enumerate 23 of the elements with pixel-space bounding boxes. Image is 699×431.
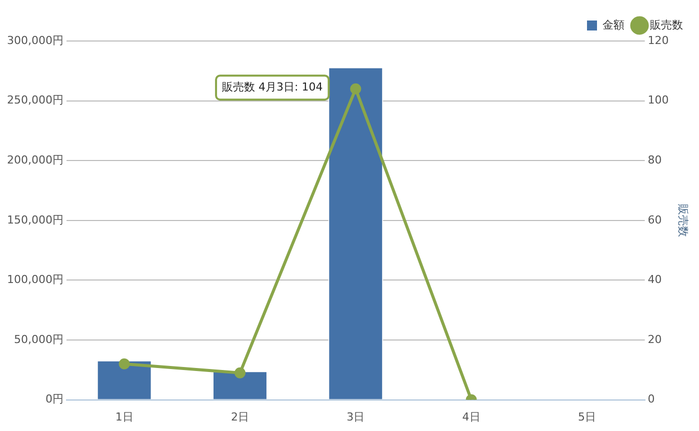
y2-tick-label: 20: [648, 332, 662, 346]
y2-tick-label: 80: [648, 153, 662, 166]
y2-tick-label: 120: [648, 34, 669, 47]
y-tick-label: 300,000円: [6, 34, 64, 47]
y2-tick-label: 40: [648, 273, 662, 286]
y2-tick-label: 0: [648, 392, 655, 406]
x-tick-label: 3日: [346, 410, 365, 424]
x-tick-label: 4日: [462, 410, 480, 424]
y-tick-label: 0円: [45, 392, 64, 406]
legend-label: 販売数: [650, 18, 683, 32]
y-tick-label: 100,000円: [6, 273, 64, 286]
y-tick-label: 50,000円: [14, 332, 64, 346]
y2-tick-label: 60: [648, 213, 662, 226]
legend-label: 金額: [602, 18, 624, 32]
y-tick-label: 200,000円: [6, 153, 64, 166]
x-tick-label: 1日: [115, 410, 134, 424]
y-tick-label: 150,000円: [6, 213, 64, 226]
y2-tick-label: 100: [648, 94, 669, 107]
x-tick-label: 5日: [578, 410, 596, 424]
y-tick-label: 250,000円: [6, 94, 64, 107]
y2-axis-title: 販売数: [676, 204, 690, 237]
x-tick-label: 2日: [230, 410, 249, 424]
annotation: 販売数 4月3日: 104: [222, 80, 323, 94]
